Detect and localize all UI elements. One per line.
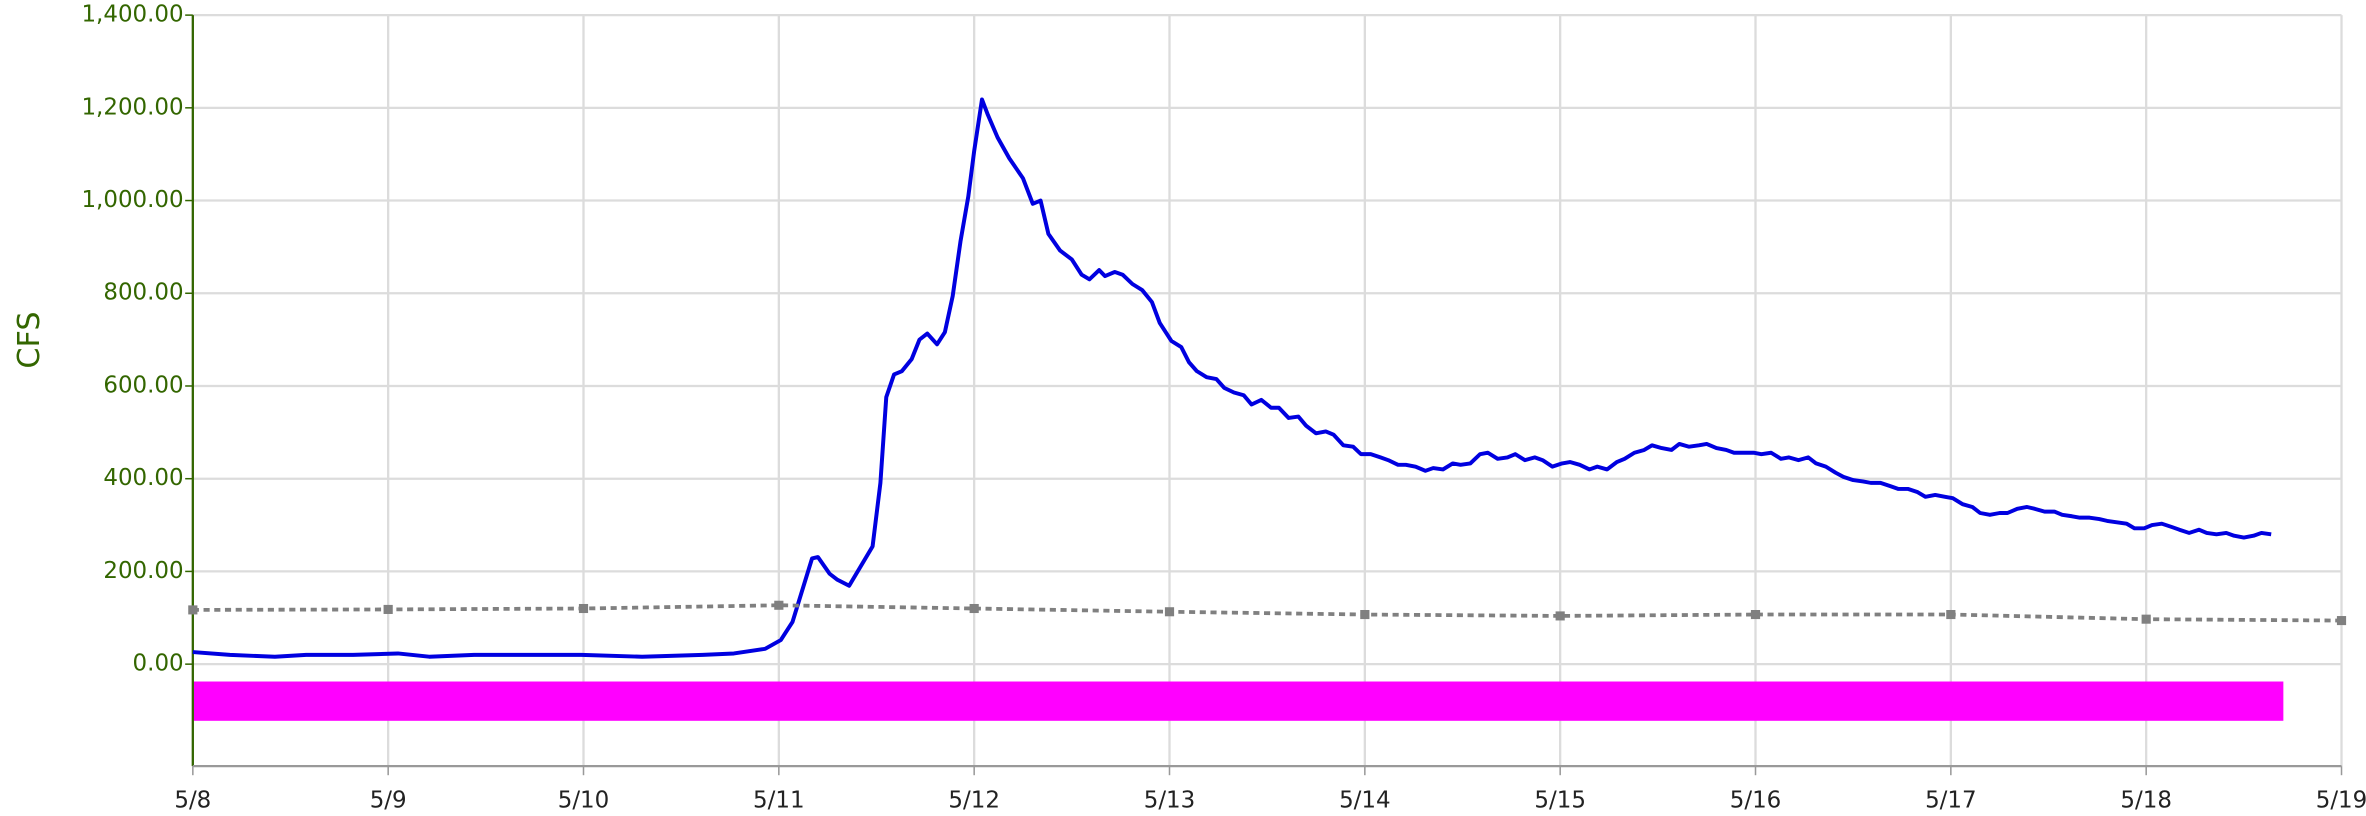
x-tick-label: 5/8 [174,787,211,813]
x-tick-label: 5/12 [948,787,1000,813]
y-tick-label: 200.00 [103,558,183,584]
status-bar [192,681,2284,721]
x-tick-label: 5/10 [558,787,610,813]
point [774,600,784,610]
y-tick-label: 1,200.00 [81,94,183,120]
point [969,603,979,614]
x-tick-label: 5/19 [2316,787,2366,813]
x-tick-label: 5/13 [1144,787,1196,813]
grid [191,13,2343,767]
y-tick-label: 0.00 [133,651,184,677]
point [1360,610,1370,620]
y-tick-label: 1,000.00 [81,187,183,213]
point [1946,610,1956,620]
reference-line [192,603,2342,623]
x-tick-label: 5/11 [753,787,805,813]
point [578,603,589,614]
point [188,605,198,615]
plot [188,97,2347,659]
point [2141,614,2151,624]
y-axis-label: CFS [12,311,47,368]
x-tick-label: 5/15 [1534,787,1586,813]
point [1750,610,1761,620]
y-tick-label: 400.00 [103,465,183,491]
x-tick-label: 5/18 [2120,787,2172,813]
flow-line [192,97,2272,659]
point [1164,607,1175,617]
x-tick-label: 5/16 [1730,787,1782,813]
y-tick-label: 600.00 [103,373,183,399]
x-tick-label: 5/17 [1925,787,1977,813]
point [383,604,393,614]
x-tick-label: 5/9 [370,787,407,813]
y-tick-label: 1,400.00 [81,2,183,28]
point [1555,611,1565,621]
y-tick-label: 800.00 [103,280,183,306]
point [2336,616,2347,626]
x-tick-label: 5/14 [1339,787,1391,813]
